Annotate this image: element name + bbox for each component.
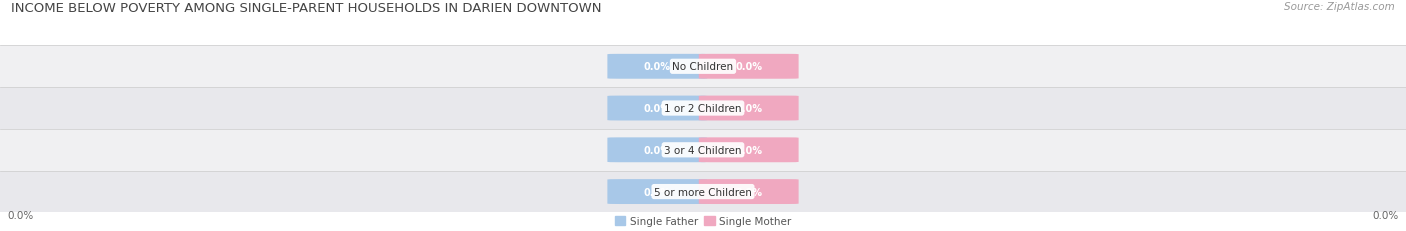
Text: 0.0%: 0.0% (644, 145, 671, 155)
Text: 0.0%: 0.0% (735, 62, 762, 72)
Text: INCOME BELOW POVERTY AMONG SINGLE-PARENT HOUSEHOLDS IN DARIEN DOWNTOWN: INCOME BELOW POVERTY AMONG SINGLE-PARENT… (11, 2, 602, 15)
Text: 0.0%: 0.0% (735, 187, 762, 197)
Bar (0, 129, 1406, 171)
Text: 0.0%: 0.0% (735, 145, 762, 155)
Legend: Single Father, Single Mother: Single Father, Single Mother (614, 216, 792, 226)
FancyBboxPatch shape (699, 55, 799, 79)
FancyBboxPatch shape (607, 96, 707, 121)
Text: 0.0%: 0.0% (1372, 210, 1399, 220)
FancyBboxPatch shape (699, 179, 799, 204)
FancyBboxPatch shape (607, 179, 707, 204)
Bar (0, 46, 1406, 88)
Text: 0.0%: 0.0% (644, 62, 671, 72)
Text: No Children: No Children (672, 62, 734, 72)
Text: 0.0%: 0.0% (735, 103, 762, 114)
Bar (0, 171, 1406, 213)
Bar (0, 88, 1406, 129)
Text: Source: ZipAtlas.com: Source: ZipAtlas.com (1284, 2, 1395, 12)
Text: 0.0%: 0.0% (644, 187, 671, 197)
Text: 0.0%: 0.0% (7, 210, 34, 220)
Text: 1 or 2 Children: 1 or 2 Children (664, 103, 742, 114)
FancyBboxPatch shape (607, 138, 707, 163)
Text: 3 or 4 Children: 3 or 4 Children (664, 145, 742, 155)
FancyBboxPatch shape (699, 138, 799, 163)
Text: 5 or more Children: 5 or more Children (654, 187, 752, 197)
Text: 0.0%: 0.0% (644, 103, 671, 114)
FancyBboxPatch shape (607, 55, 707, 79)
FancyBboxPatch shape (699, 96, 799, 121)
